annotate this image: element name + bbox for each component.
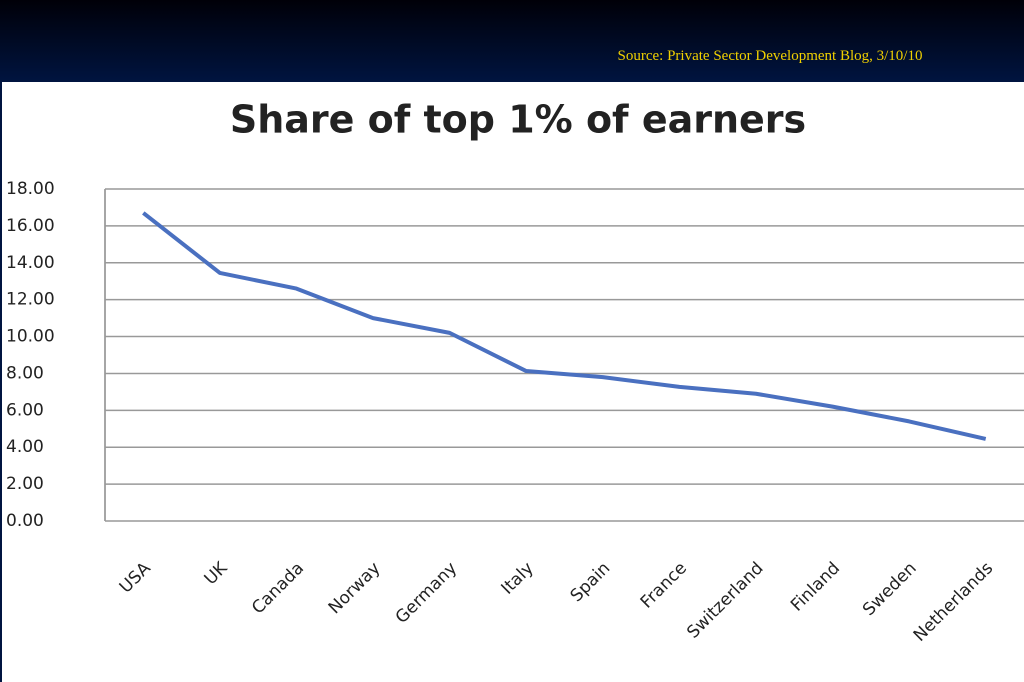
source-note: Source: Private Sector Development Blog,… (618, 48, 923, 64)
header-band (0, 0, 1024, 82)
y-tick-label: 2.00 (6, 474, 44, 494)
y-tick-label: 4.00 (6, 437, 44, 457)
y-tick-label: 0.00 (6, 511, 44, 531)
chart-panel (2, 82, 1024, 682)
y-tick-label: 12.00 (6, 290, 55, 310)
chart-title: Share of top 1% of earners (230, 98, 806, 142)
y-tick-label: 16.00 (6, 216, 55, 236)
y-tick-label: 14.00 (6, 253, 55, 273)
y-tick-label: 18.00 (6, 179, 55, 199)
y-tick-label: 8.00 (6, 363, 44, 383)
y-tick-label: 10.00 (6, 327, 55, 347)
y-tick-label: 6.00 (6, 400, 44, 420)
left-strip (0, 82, 2, 682)
data-line (142, 211, 987, 441)
